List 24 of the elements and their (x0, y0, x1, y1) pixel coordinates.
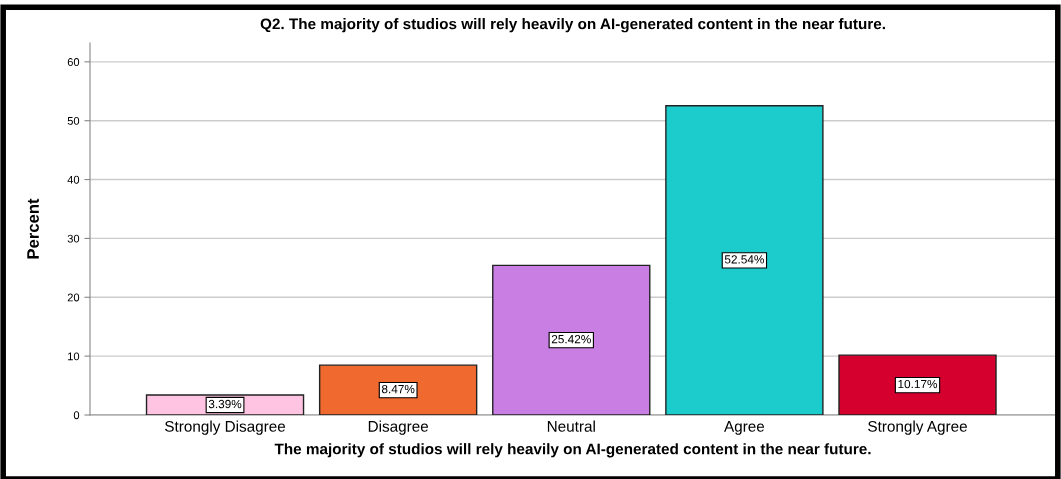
y-tick-label: 30 (67, 234, 80, 243)
data-label: 10.17% (898, 379, 938, 389)
x-tick-label: Strongly Disagree (165, 420, 286, 435)
x-tick-label: Neutral (547, 420, 595, 432)
data-label: 8.47% (381, 384, 415, 394)
data-label: 3.39% (208, 399, 242, 409)
x-tick-label: Agree (724, 421, 765, 435)
bar (838, 354, 997, 415)
bar (318, 364, 478, 415)
data-label: 25.42% (551, 335, 591, 344)
x-tick-label: Disagree (368, 420, 429, 435)
y-tick-label: 60 (67, 58, 80, 66)
bar (665, 105, 824, 415)
y-tick-label: 0 (73, 411, 80, 420)
x-axis-title: The majority of studios will rely heavily on AI-generated content in the near future. (274, 443, 871, 458)
y-tick-label: 10 (68, 352, 80, 361)
y-axis-title: Percent (27, 198, 39, 259)
bar (492, 264, 651, 415)
y-tick-label: 20 (67, 293, 80, 302)
x-tick-label: Strongly Agree (868, 420, 967, 435)
data-label: 52.54% (724, 255, 764, 264)
chart-title: Q2. The majority of studios will rely heavily on AI-generated content in the near future. (260, 18, 885, 33)
y-tick-label: 50 (67, 116, 80, 125)
y-tick-label: 40 (67, 175, 80, 184)
